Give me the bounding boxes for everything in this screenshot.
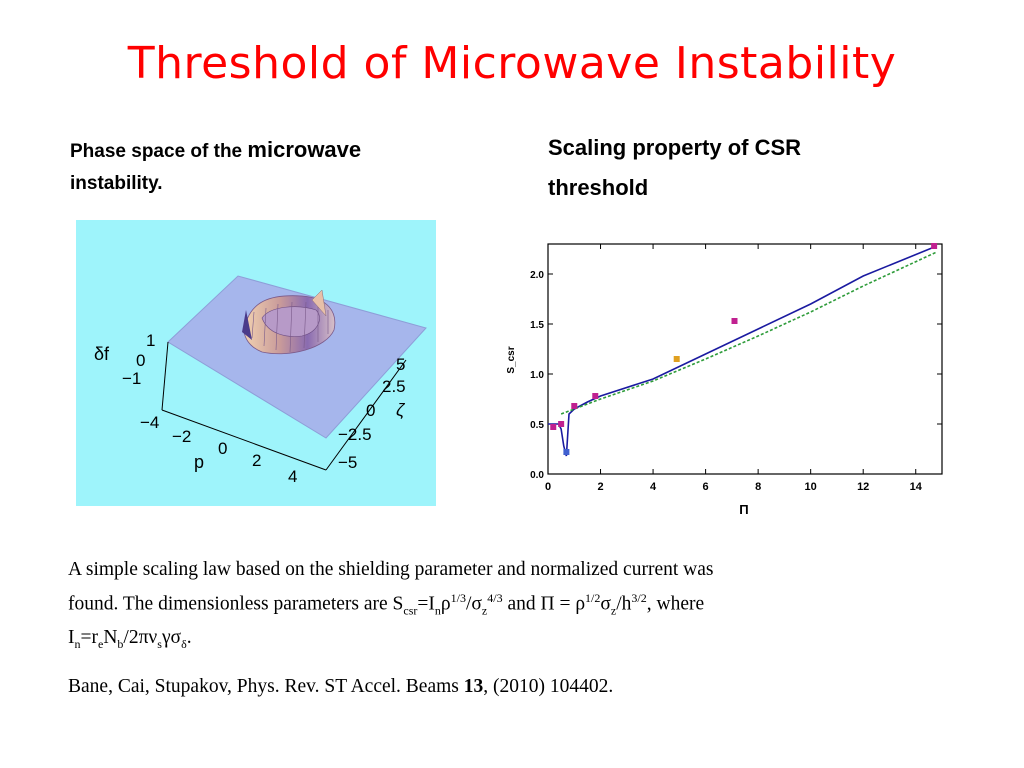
z-tick: 0 xyxy=(136,351,145,370)
x-tick-label: 8 xyxy=(755,481,761,493)
x-tick-label: 2 xyxy=(597,481,603,493)
body-text-fragment: and Π = ρ xyxy=(502,593,586,615)
data-point xyxy=(550,424,557,430)
p-tick: 0 xyxy=(218,439,227,458)
right-caption-line2: threshold xyxy=(548,175,649,200)
left-caption-part1: Phase space of the xyxy=(70,141,248,162)
body-subscript: z xyxy=(610,603,617,618)
y-tick-label: 0.0 xyxy=(530,470,544,481)
body-subscript: z xyxy=(481,603,488,618)
reference-rest: , (2010) 104402. xyxy=(483,676,614,697)
body-line1: A simple scaling law based on the shield… xyxy=(68,559,714,580)
reference-authors: Bane, Cai, Stupakov, Phys. Rev. ST Accel… xyxy=(68,676,464,697)
body-subscript: n xyxy=(434,603,441,618)
z-tick: 1 xyxy=(146,331,155,350)
right-caption: Scaling property of CSR threshold xyxy=(548,128,928,208)
body-superscript: 4/3 xyxy=(487,591,503,605)
z-tick: −1 xyxy=(122,369,141,388)
reference-volume: 13 xyxy=(463,676,484,697)
zeta-tick: −5 xyxy=(338,453,357,472)
body-text-fragment: found. The dimensionless parameters are … xyxy=(68,593,404,615)
left-caption-part2: microwave xyxy=(247,137,362,162)
plot-frame xyxy=(547,243,943,475)
body-subscript: e xyxy=(98,637,104,652)
body-text-fragment: I xyxy=(68,627,75,649)
p-axis-line xyxy=(161,409,327,471)
phase-plane xyxy=(167,275,427,439)
p-tick: −2 xyxy=(172,427,191,446)
x-tick-label: 4 xyxy=(650,481,657,493)
p-tick: 2 xyxy=(252,451,261,470)
zeta-tick: 0 xyxy=(366,401,375,420)
data-point xyxy=(571,403,578,409)
body-superscript: 1/2 xyxy=(585,591,601,605)
y-tick-label: 1.0 xyxy=(530,370,544,381)
body-subscript: n xyxy=(74,637,81,652)
data-point xyxy=(558,421,565,427)
data-point xyxy=(931,243,938,249)
body-subscript: csr xyxy=(403,603,418,618)
body-text-fragment: =I xyxy=(417,593,435,615)
y-tick-label: 0.5 xyxy=(530,420,544,431)
zeta-tick: 5 xyxy=(396,355,405,374)
body-subscript: δ xyxy=(181,637,187,652)
x-tick-label: 12 xyxy=(857,481,869,493)
z-axis-label: δf xyxy=(94,344,110,364)
x-axis-label: Π xyxy=(739,502,748,517)
y-axis-label: S_csr xyxy=(506,346,517,373)
body-text-fragment: /h xyxy=(616,593,632,615)
phase-ring xyxy=(242,289,336,355)
body-subscript: b xyxy=(117,637,124,652)
scaling-chart-svg: 0 2 4 6 8 10 12 14 0.0 0.5 1.0 1.5 2.0 Π S_csr xyxy=(506,243,943,517)
body-text-fragment: =r xyxy=(80,627,99,649)
right-caption-line1: Scaling property of CSR xyxy=(548,135,802,160)
body-text-fragment: , where xyxy=(646,593,705,615)
body-text-fragment: /σ xyxy=(465,593,482,615)
x-tick-label: 10 xyxy=(805,481,817,493)
zeta-tick: −2.5 xyxy=(338,425,372,444)
reference: Bane, Cai, Stupakov, Phys. Rev. ST Accel… xyxy=(68,676,938,698)
z-axis-line xyxy=(161,341,169,411)
p-tick: 4 xyxy=(288,467,297,486)
y-tick-label: 1.5 xyxy=(530,320,544,331)
data-point xyxy=(592,393,599,399)
body-text-fragment: ρ xyxy=(440,593,451,615)
slide-title: Threshold of Microwave Instability xyxy=(127,38,897,89)
data-point xyxy=(563,449,570,455)
body-text-fragment: . xyxy=(186,627,192,649)
x-tick-label: 14 xyxy=(910,481,923,493)
body-text-fragment: σ xyxy=(600,593,611,615)
phase-space-svg: δf 1 0 −1 −4 −2 0 2 4 p 5 2.5 0 −2.5 −5 … xyxy=(94,275,427,486)
left-caption: Phase space of the microwave instability… xyxy=(70,134,490,200)
scaling-chart: 0 2 4 6 8 10 12 14 0.0 0.5 1.0 1.5 2.0 Π S_csr xyxy=(494,236,952,520)
series-line xyxy=(560,251,938,415)
y-tick-label: 2.0 xyxy=(530,270,544,281)
zeta-tick: 2.5 xyxy=(382,377,406,396)
body-text-fragment: γσ xyxy=(161,627,182,649)
data-point xyxy=(731,318,738,324)
p-axis-label: p xyxy=(194,452,204,472)
p-tick: −4 xyxy=(140,413,159,432)
body-paragraph: A simple scaling law based on the shield… xyxy=(68,556,938,658)
body-text-fragment: /2πν xyxy=(123,627,158,649)
x-tick-label: 6 xyxy=(703,481,709,493)
body-superscript: 1/3 xyxy=(450,591,466,605)
body-superscript: 3/2 xyxy=(631,591,647,605)
data-point xyxy=(673,356,680,362)
zeta-axis-line xyxy=(325,359,407,471)
series-line xyxy=(548,245,938,457)
zeta-axis-label: ζ xyxy=(396,400,406,420)
phase-space-figure: δf 1 0 −1 −4 −2 0 2 4 p 5 2.5 0 −2.5 −5 … xyxy=(76,220,436,506)
body-text-fragment: N xyxy=(103,627,118,649)
body-subscript: s xyxy=(157,637,162,652)
x-tick-label: 0 xyxy=(545,481,551,493)
left-caption-part3: instability. xyxy=(70,173,163,194)
